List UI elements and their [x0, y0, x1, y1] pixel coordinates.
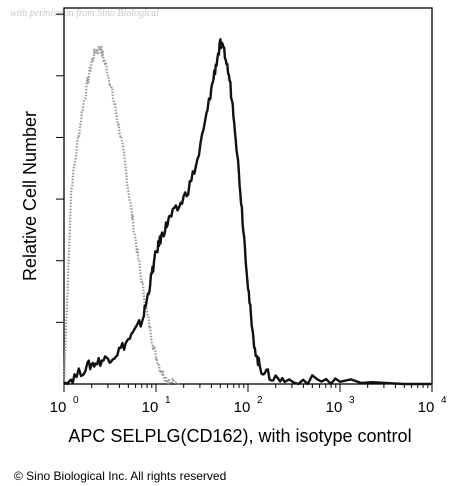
plot-axes — [63, 7, 433, 385]
y-axis-ticks — [56, 13, 64, 323]
plot-frame — [63, 7, 433, 385]
x-tick-exponent: 2 — [257, 395, 263, 406]
x-tick-label: 10 — [142, 399, 159, 416]
series-layer — [62, 38, 432, 386]
x-axis-tick-labels: 10 0 10 1 10 2 10 3 10 4 — [50, 395, 447, 416]
x-tick-label: 10 — [50, 399, 67, 416]
x-tick-label: 10 — [418, 399, 435, 416]
x-tick-exponent: 4 — [441, 395, 447, 406]
isotype-control-curve — [62, 44, 180, 386]
x-tick-label: 10 — [234, 399, 251, 416]
x-tick-label: 10 — [326, 399, 343, 416]
x-tick-exponent: 3 — [349, 395, 355, 406]
x-tick-exponent: 0 — [73, 395, 79, 406]
selplg-stained-curve — [63, 38, 432, 386]
x-axis-label: APC SELPLG(CD162), with isotype control — [68, 426, 411, 446]
y-axis-label: Relative Cell Number — [20, 111, 40, 281]
watermark-text: with permission from Sino Biological — [10, 8, 159, 19]
copyright-notice: © Sino Biological Inc. All rights reserv… — [14, 469, 226, 483]
x-axis-ticks — [63, 384, 433, 392]
x-tick-exponent: 1 — [165, 395, 171, 406]
